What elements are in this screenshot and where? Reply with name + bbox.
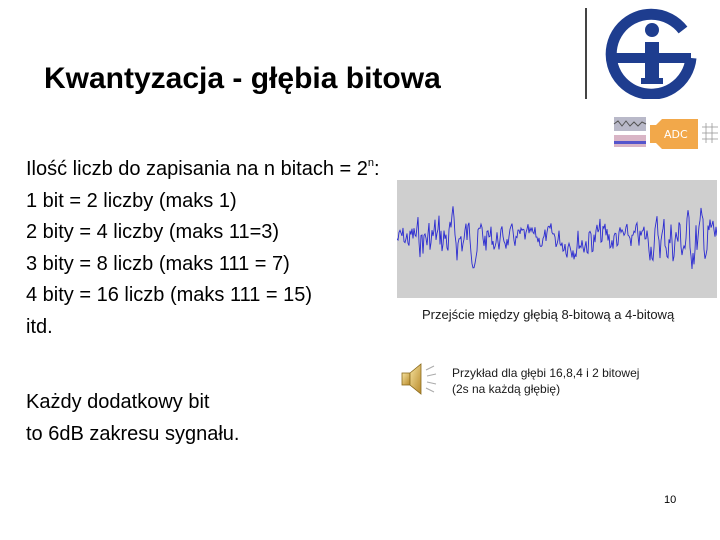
- audio-example-text: Przykład dla głębi 16,8,4 i 2 bitowej (2…: [452, 365, 639, 397]
- institution-logo-icon: [605, 8, 697, 99]
- speaker-icon[interactable]: [399, 360, 439, 398]
- waveform-caption: Przejście między głębią 8-bitową a 4-bit…: [422, 307, 675, 322]
- waveform-plot: [396, 206, 718, 270]
- bottom-line: Każdy dodatkowy bit: [26, 391, 210, 413]
- body-line: 3 bity = 8 liczb (maks 111 = 7): [26, 252, 290, 275]
- header-divider: [585, 8, 587, 99]
- example-line: Przykład dla głębi 16,8,4 i 2 bitowej: [452, 366, 640, 380]
- example-line: (2s na każdą głębię): [452, 382, 561, 396]
- bottom-line: to 6dB zakresu sygnału.: [26, 422, 240, 445]
- slide-title: Kwantyzacja - głębia bitowa: [44, 62, 441, 95]
- body-line: itd.: [26, 315, 53, 338]
- page-number: 10: [664, 494, 677, 506]
- bottom-text: Każdy dodatkowy bit to 6dB zakresu sygna…: [26, 387, 239, 450]
- body-line: 4 bity = 16 liczb (maks 111 = 15): [26, 284, 313, 306]
- waveform-signal: [396, 206, 718, 270]
- body-line: 2 bity = 4 liczby (maks 11=3): [26, 221, 280, 243]
- body-line: 1 bit = 2 liczby (maks 1): [26, 189, 237, 212]
- body-text: Ilość liczb do zapisania na n bitach = 2…: [26, 148, 380, 343]
- adc-conversion-icon: ADC: [613, 117, 718, 149]
- adc-label: ADC: [664, 128, 688, 141]
- waveform-image: [396, 180, 718, 298]
- body-intro: Ilość liczb do zapisania na n bitach = 2…: [26, 157, 380, 180]
